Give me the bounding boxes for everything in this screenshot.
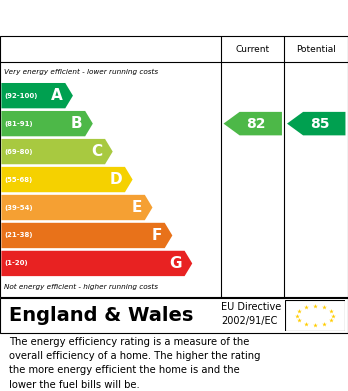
Polygon shape: [1, 139, 113, 164]
Text: EU Directive
2002/91/EC: EU Directive 2002/91/EC: [221, 302, 281, 326]
Text: Current: Current: [236, 45, 270, 54]
Text: G: G: [169, 256, 182, 271]
Text: Potential: Potential: [296, 45, 336, 54]
Text: (21-38): (21-38): [5, 233, 33, 239]
Text: B: B: [71, 116, 82, 131]
Polygon shape: [223, 112, 282, 135]
Text: Not energy efficient - higher running costs: Not energy efficient - higher running co…: [4, 284, 158, 290]
Text: 82: 82: [246, 117, 266, 131]
Text: (81-91): (81-91): [5, 120, 33, 127]
Polygon shape: [1, 111, 93, 136]
Text: The energy efficiency rating is a measure of the
overall efficiency of a home. T: The energy efficiency rating is a measur…: [9, 337, 260, 390]
Text: E: E: [132, 200, 142, 215]
Polygon shape: [1, 167, 133, 192]
Text: (55-68): (55-68): [5, 177, 33, 183]
Text: Very energy efficient - lower running costs: Very energy efficient - lower running co…: [4, 69, 158, 75]
Text: England & Wales: England & Wales: [9, 306, 193, 325]
Text: C: C: [91, 144, 102, 159]
Text: D: D: [110, 172, 122, 187]
Polygon shape: [1, 195, 152, 220]
Text: (39-54): (39-54): [5, 204, 33, 210]
Text: (1-20): (1-20): [5, 260, 28, 266]
Text: 85: 85: [310, 117, 330, 131]
Text: (69-80): (69-80): [5, 149, 33, 154]
Polygon shape: [1, 83, 73, 108]
Text: Energy Efficiency Rating: Energy Efficiency Rating: [9, 9, 238, 27]
Polygon shape: [287, 112, 346, 135]
Text: F: F: [151, 228, 162, 243]
Polygon shape: [1, 251, 192, 276]
Text: A: A: [51, 88, 63, 103]
Text: (92-100): (92-100): [5, 93, 38, 99]
Polygon shape: [1, 223, 172, 248]
